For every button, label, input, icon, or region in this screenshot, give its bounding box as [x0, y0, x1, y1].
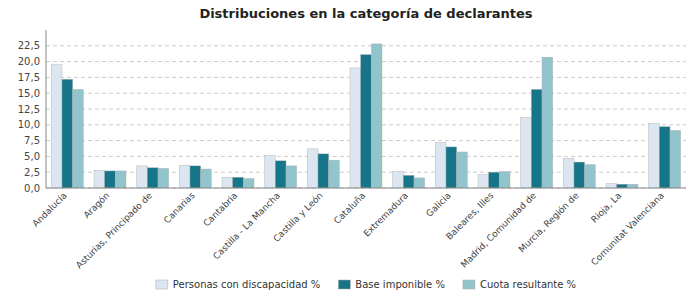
bar	[478, 175, 489, 188]
grid-line	[46, 45, 686, 46]
grid-line	[46, 188, 686, 189]
bar	[585, 165, 596, 188]
bar	[521, 117, 532, 188]
bar	[563, 158, 574, 188]
bar	[531, 89, 542, 188]
x-tick-label: Andalucía	[30, 190, 68, 228]
bar	[190, 166, 201, 188]
legend-label: Personas con discapacidad %	[173, 279, 320, 290]
bar	[617, 184, 628, 188]
bar	[318, 154, 329, 188]
legend-swatch	[338, 280, 350, 289]
title: Distribuciones en la categoría de declar…	[199, 6, 532, 21]
bar	[201, 169, 212, 188]
x-tick-label: Asturias, Principado de	[74, 190, 155, 271]
y-axis-line	[46, 30, 47, 188]
bar	[275, 161, 286, 188]
x-tick-label: Aragón	[82, 190, 112, 220]
y-tick-label: 17,5	[18, 72, 40, 83]
x-tick-label: Murcia, Región de	[517, 190, 581, 254]
bar	[659, 127, 670, 188]
bar	[414, 178, 425, 188]
legend-label: Cuota resultante %	[480, 279, 576, 290]
bar	[371, 44, 382, 188]
bar	[243, 179, 254, 188]
x-tick-label: Rioja, La	[589, 190, 623, 224]
bar	[105, 171, 116, 188]
bar	[62, 79, 73, 188]
bar	[329, 160, 340, 188]
x-tick-label: Castilla y León	[271, 190, 325, 244]
legend-label: Base imponible %	[355, 279, 445, 290]
bar	[542, 57, 553, 188]
bar	[147, 168, 158, 188]
bar	[286, 166, 297, 188]
bar	[51, 65, 62, 188]
bar	[307, 149, 318, 188]
bar	[350, 68, 361, 188]
bar	[393, 172, 404, 188]
bar	[649, 124, 660, 188]
legend-item: Personas con discapacidad %	[156, 279, 320, 290]
y-tick-label: 0,0	[24, 183, 40, 194]
y-tick-label: 10,0	[18, 119, 40, 130]
y-tick-label: 2,5	[24, 167, 40, 178]
legend: Personas con discapacidad % Base imponibl…	[156, 279, 576, 290]
chart: Distribuciones en la categoría de declar…	[0, 0, 700, 300]
bar	[457, 152, 468, 188]
legend-item: Cuota resultante %	[463, 279, 576, 290]
bar	[489, 172, 500, 188]
bar	[606, 184, 617, 188]
x-tick-label: Canarias	[162, 190, 197, 225]
bar	[115, 171, 126, 188]
bar	[403, 175, 414, 188]
bar	[233, 177, 244, 188]
bar	[499, 172, 510, 188]
bar	[670, 130, 681, 188]
bar	[137, 166, 148, 188]
bar	[435, 142, 446, 188]
bar	[574, 162, 585, 188]
bar	[179, 165, 190, 188]
chart-container: Distribuciones en la categoría de declar…	[0, 0, 700, 300]
y-tick-label: 15,0	[18, 88, 40, 99]
bar	[627, 184, 638, 188]
bar	[361, 55, 372, 188]
x-tick-label: Cantabria	[201, 190, 239, 228]
y-tick-label: 20,0	[18, 56, 40, 67]
y-tick-label: 5,0	[24, 151, 40, 162]
x-tick-label: Comunitat Valenciana	[589, 190, 666, 267]
x-tick-label: Cataluña	[332, 190, 368, 226]
legend-item: Base imponible %	[338, 279, 445, 290]
y-tick-label: 22,5	[18, 40, 40, 51]
bar	[446, 147, 457, 188]
x-tick-label: Extremadura	[362, 190, 410, 238]
bar	[158, 168, 169, 188]
legend-swatch	[156, 280, 168, 289]
grid	[46, 46, 686, 188]
bar	[94, 170, 105, 188]
bar	[73, 89, 84, 188]
y-tick-label: 12,5	[18, 104, 40, 115]
y-tick-label: 7,5	[24, 135, 40, 146]
legend-swatch	[463, 280, 475, 289]
bars	[51, 44, 680, 188]
x-axis-line	[46, 188, 686, 189]
x-tick-label: Castilla - La Mancha	[211, 190, 282, 261]
x-tick-label: Galicia	[424, 190, 453, 219]
bar	[265, 156, 276, 188]
x-tick-label: Madrid, Comunidad de	[459, 190, 539, 270]
bar	[222, 177, 233, 188]
